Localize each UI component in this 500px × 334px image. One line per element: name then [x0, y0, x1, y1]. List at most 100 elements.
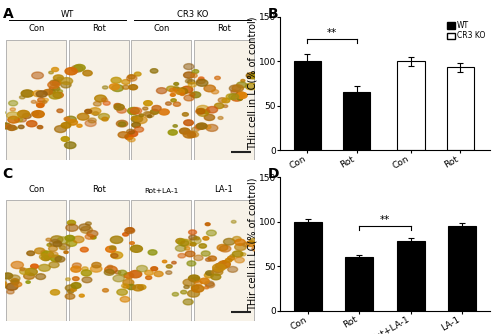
Circle shape	[188, 133, 196, 138]
Circle shape	[122, 85, 130, 89]
Circle shape	[36, 103, 44, 108]
Circle shape	[59, 246, 66, 249]
Circle shape	[130, 242, 134, 244]
Circle shape	[240, 253, 246, 256]
Circle shape	[0, 283, 7, 289]
Circle shape	[130, 271, 141, 278]
Circle shape	[242, 242, 250, 247]
Circle shape	[142, 107, 148, 110]
Circle shape	[246, 83, 257, 90]
Circle shape	[103, 101, 110, 105]
Bar	[6, 200, 66, 321]
Circle shape	[173, 125, 178, 127]
Circle shape	[113, 275, 124, 282]
Circle shape	[116, 120, 128, 127]
Circle shape	[118, 270, 126, 275]
Bar	[131, 40, 191, 160]
Circle shape	[7, 290, 14, 294]
Circle shape	[90, 236, 96, 239]
Circle shape	[156, 88, 166, 94]
Circle shape	[72, 263, 81, 268]
Text: Rot+LA-1: Rot+LA-1	[144, 187, 178, 193]
Circle shape	[50, 290, 59, 295]
Circle shape	[222, 98, 230, 103]
Circle shape	[189, 235, 197, 240]
Circle shape	[235, 257, 244, 263]
Circle shape	[60, 82, 71, 88]
Circle shape	[26, 121, 37, 127]
Circle shape	[125, 134, 133, 139]
Circle shape	[111, 254, 118, 258]
Circle shape	[212, 269, 223, 275]
Circle shape	[196, 79, 208, 86]
Circle shape	[0, 281, 6, 286]
Circle shape	[0, 123, 10, 129]
Circle shape	[128, 131, 138, 137]
Circle shape	[80, 226, 92, 233]
Circle shape	[38, 98, 45, 102]
Circle shape	[64, 142, 76, 149]
Circle shape	[22, 113, 31, 119]
Circle shape	[236, 92, 245, 97]
Circle shape	[180, 93, 184, 96]
Circle shape	[78, 113, 89, 120]
Bar	[346, 257, 374, 311]
Circle shape	[110, 236, 122, 243]
Circle shape	[206, 258, 211, 261]
Circle shape	[133, 285, 143, 291]
Circle shape	[192, 285, 199, 290]
Circle shape	[199, 244, 206, 248]
Circle shape	[104, 270, 115, 275]
Circle shape	[190, 73, 197, 78]
Text: Con: Con	[28, 184, 44, 193]
Circle shape	[43, 98, 49, 102]
Circle shape	[232, 220, 236, 223]
Circle shape	[230, 85, 240, 92]
Circle shape	[183, 131, 196, 138]
Circle shape	[226, 94, 235, 99]
Circle shape	[14, 117, 22, 122]
Circle shape	[134, 72, 141, 76]
Circle shape	[184, 95, 194, 101]
Circle shape	[36, 91, 47, 97]
Circle shape	[220, 245, 231, 252]
Circle shape	[55, 256, 65, 262]
Text: WT: WT	[61, 9, 74, 18]
Circle shape	[184, 72, 194, 78]
Circle shape	[118, 122, 126, 126]
Circle shape	[200, 278, 209, 284]
Circle shape	[195, 281, 202, 285]
Circle shape	[10, 108, 16, 111]
Y-axis label: THir cell in LC(% of control): THir cell in LC(% of control)	[247, 17, 257, 150]
Bar	[294, 61, 321, 150]
Circle shape	[204, 286, 208, 289]
Circle shape	[178, 254, 186, 258]
Circle shape	[66, 240, 76, 246]
Circle shape	[222, 261, 226, 264]
Circle shape	[53, 87, 60, 91]
Circle shape	[118, 132, 128, 138]
Circle shape	[14, 282, 22, 287]
Circle shape	[6, 283, 18, 290]
Circle shape	[238, 98, 242, 100]
Circle shape	[236, 92, 247, 99]
Circle shape	[263, 226, 268, 229]
Circle shape	[231, 95, 242, 101]
Circle shape	[144, 101, 152, 106]
Circle shape	[2, 273, 12, 279]
Circle shape	[114, 104, 121, 108]
Circle shape	[27, 251, 34, 256]
Circle shape	[90, 266, 102, 272]
Circle shape	[58, 90, 62, 93]
Circle shape	[217, 244, 228, 251]
Circle shape	[42, 256, 50, 261]
Circle shape	[206, 107, 218, 113]
Circle shape	[252, 246, 262, 252]
Circle shape	[241, 79, 245, 82]
Circle shape	[11, 262, 24, 269]
Circle shape	[50, 255, 62, 262]
Circle shape	[148, 115, 152, 118]
Circle shape	[42, 251, 54, 258]
Circle shape	[48, 252, 58, 257]
Circle shape	[162, 260, 167, 263]
